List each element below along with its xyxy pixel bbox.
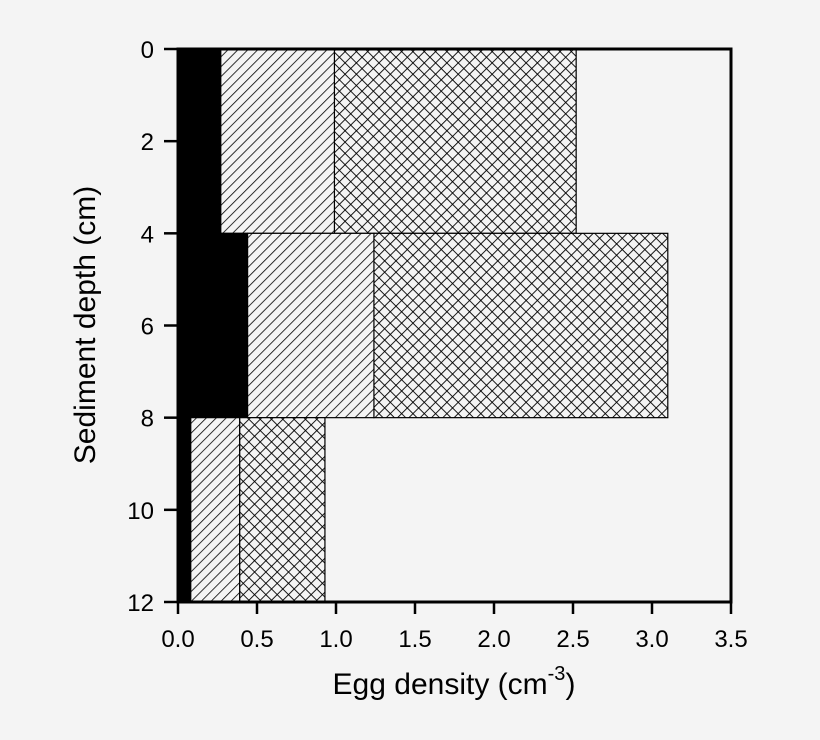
bar-solid-4-8cm — [177, 232, 249, 419]
bar-crosshatch-0-4cm — [333, 48, 577, 234]
x-tick-label: 3.5 — [714, 626, 747, 653]
y-tick-label: 0 — [141, 37, 154, 64]
x-tick-label: 1.0 — [319, 626, 352, 653]
bar-solid-8-12cm — [177, 417, 192, 603]
y-axis-label: Sediment depth (cm) — [69, 186, 102, 464]
bar-crosshatch-4-8cm — [373, 232, 669, 419]
x-tick-label: 2.0 — [477, 626, 510, 653]
x-axis-label: Egg density (cm-3) — [333, 663, 576, 701]
bar-solid-0-4cm — [177, 48, 222, 234]
y-tick-label: 10 — [127, 498, 154, 525]
bar-diagonal-4-8cm — [246, 232, 375, 419]
bars-group — [177, 48, 669, 603]
x-tick-label: 0.0 — [161, 626, 194, 653]
bar-diagonal-0-4cm — [220, 48, 336, 234]
y-tick-label: 6 — [141, 314, 154, 341]
y-tick-label: 12 — [127, 590, 154, 617]
x-tick-label: 2.5 — [556, 626, 589, 653]
y-tick-label: 4 — [141, 221, 154, 248]
x-axis: 0.0 0.5 1.0 1.5 2.0 2.5 3.0 3.5 — [161, 602, 748, 653]
y-axis: 0 2 4 6 8 10 12 — [127, 37, 178, 617]
bar-crosshatch-8-12cm — [239, 417, 326, 603]
bar-diagonal-8-12cm — [190, 417, 241, 603]
y-tick-label: 8 — [141, 406, 154, 433]
x-tick-label: 0.5 — [240, 626, 273, 653]
x-tick-label: 3.0 — [635, 626, 668, 653]
x-tick-label: 1.5 — [398, 626, 431, 653]
y-tick-label: 2 — [141, 129, 154, 156]
